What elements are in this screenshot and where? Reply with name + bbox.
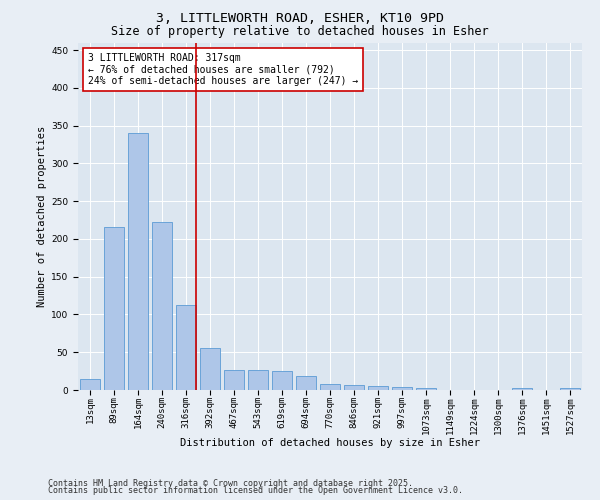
Bar [320, 384, 340, 390]
Bar [104, 227, 124, 390]
Text: 3 LITTLEWORTH ROAD: 317sqm
← 76% of detached houses are smaller (792)
24% of sem: 3 LITTLEWORTH ROAD: 317sqm ← 76% of deta… [88, 53, 358, 86]
Text: Size of property relative to detached houses in Esher: Size of property relative to detached ho… [111, 25, 489, 38]
Text: Contains public sector information licensed under the Open Government Licence v3: Contains public sector information licen… [48, 486, 463, 495]
Bar [368, 386, 388, 390]
Bar [176, 306, 196, 390]
Bar [128, 133, 148, 390]
Text: 3, LITTLEWORTH ROAD, ESHER, KT10 9PD: 3, LITTLEWORTH ROAD, ESHER, KT10 9PD [156, 12, 444, 26]
Bar [344, 384, 364, 390]
Bar [392, 387, 412, 390]
Y-axis label: Number of detached properties: Number of detached properties [37, 126, 47, 307]
Bar [224, 370, 244, 390]
X-axis label: Distribution of detached houses by size in Esher: Distribution of detached houses by size … [180, 438, 480, 448]
Bar [560, 388, 580, 390]
Bar [248, 370, 268, 390]
Text: Contains HM Land Registry data © Crown copyright and database right 2025.: Contains HM Land Registry data © Crown c… [48, 478, 413, 488]
Bar [512, 388, 532, 390]
Bar [272, 371, 292, 390]
Bar [200, 348, 220, 390]
Bar [416, 388, 436, 390]
Bar [152, 222, 172, 390]
Bar [80, 378, 100, 390]
Bar [296, 376, 316, 390]
